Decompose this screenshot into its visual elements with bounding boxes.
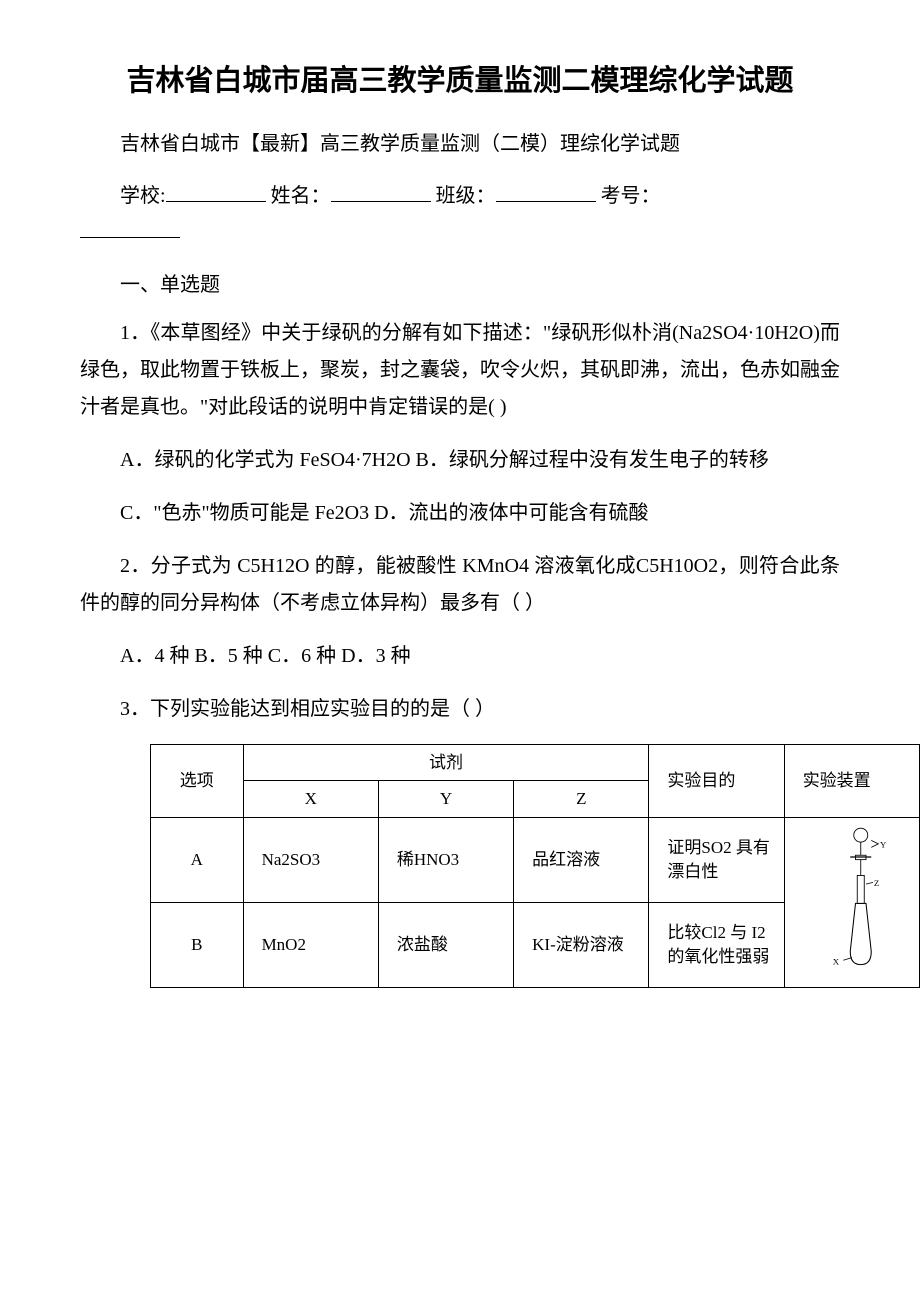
header-z: Z — [514, 781, 649, 818]
apparatus-icon: Y X Z — [817, 824, 887, 974]
row-a-purpose: 证明SO2 具有漂白性 — [649, 818, 784, 903]
table-header-row-1: 选项 试剂 实验目的 实验装置 — [151, 744, 920, 781]
school-blank — [166, 182, 266, 202]
header-reagent: 试剂 — [243, 744, 649, 781]
question-1-option-cd: C．"色赤"物质可能是 Fe2O3 D．流出的液体中可能含有硫酸 — [80, 495, 840, 532]
header-x: X — [243, 781, 378, 818]
question-1-option-ab: A．绿矾的化学式为 FeSO4·7H2O B．绿矾分解过程中没有发生电子的转移 — [80, 442, 840, 479]
row-b-purpose: 比较Cl2 与 I2的氧化性强弱 — [649, 902, 784, 987]
class-label: 班级： — [436, 185, 496, 207]
label-z: Z — [874, 878, 879, 888]
page-title: 吉林省白城市届高三教学质量监测二模理综化学试题 — [80, 60, 840, 104]
name-blank — [331, 182, 431, 202]
school-label: 学校: — [120, 185, 166, 207]
examno-label: 考号： — [601, 185, 661, 207]
row-a-y: 稀HNO3 — [378, 818, 513, 903]
row-a-option: A — [151, 818, 244, 903]
row-b-y: 浓盐酸 — [378, 902, 513, 987]
label-x: X — [833, 957, 840, 967]
experiment-table: 选项 试剂 实验目的 实验装置 X Y Z A Na2SO3 稀HNO3 品红溶… — [150, 744, 920, 988]
question-2-text: 2．分子式为 C5H12O 的醇，能被酸性 KMnO4 溶液氧化成C5H10O2… — [80, 548, 840, 622]
header-option: 选项 — [151, 744, 244, 818]
examno-blank — [80, 218, 180, 238]
section-heading: 一、单选题 — [80, 268, 840, 297]
table-row: A Na2SO3 稀HNO3 品红溶液 证明SO2 具有漂白性 Y X Z — [151, 818, 920, 903]
device-diagram-cell: Y X Z — [784, 818, 919, 988]
form-line: 学校: 姓名： 班级： 考号： — [80, 178, 840, 250]
question-3-text: 3．下列实验能达到相应实验目的的是（ ） — [80, 691, 840, 728]
question-1-text: 1．《本草图经》中关于绿矾的分解有如下描述："绿矾形似朴消(Na2SO4·10H… — [80, 315, 840, 426]
question-2-options: A．4 种 B．5 种 C．6 种 D．3 种 — [80, 638, 840, 675]
header-purpose: 实验目的 — [649, 744, 784, 818]
subtitle: 吉林省白城市【最新】高三教学质量监测（二模）理综化学试题 — [80, 128, 840, 160]
name-label: 姓名： — [271, 185, 331, 207]
row-b-z: KI-淀粉溶液 — [514, 902, 649, 987]
row-b-option: B — [151, 902, 244, 987]
header-y: Y — [378, 781, 513, 818]
row-b-x: MnO2 — [243, 902, 378, 987]
row-a-x: Na2SO3 — [243, 818, 378, 903]
class-blank — [496, 182, 596, 202]
label-y: Y — [880, 839, 887, 849]
row-a-z: 品红溶液 — [514, 818, 649, 903]
header-device: 实验装置 — [784, 744, 919, 818]
